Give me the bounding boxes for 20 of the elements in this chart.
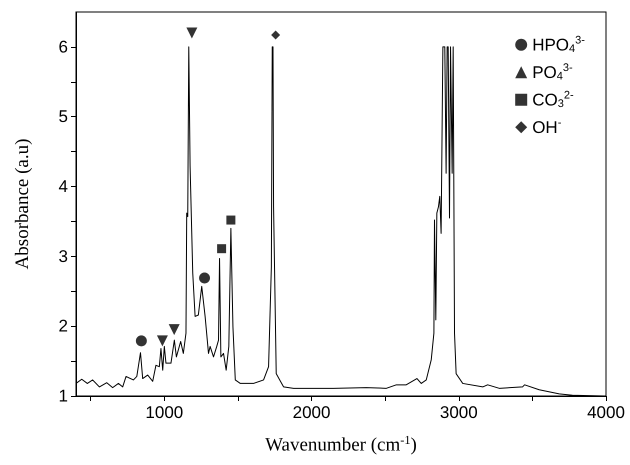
point [136,335,147,346]
point [156,335,168,346]
point [271,30,280,40]
x-tick-label: 1000 [145,403,184,422]
y-axis-title: Absorbance (a.u) [12,138,33,270]
y-tick-label: 6 [58,37,68,56]
legend-label: OH- [532,117,562,137]
y-tick-label: 2 [58,316,68,336]
x-tick-label: 2000 [292,403,330,422]
point [168,324,180,336]
y-tick-label: 3 [58,246,68,266]
point [199,272,210,284]
point [217,244,226,254]
point [226,216,236,225]
y-tick-label: 4 [58,177,68,196]
x-tick-label: 4000 [587,403,625,422]
y-tick-label: 1 [58,386,68,406]
x-tick-label: 3000 [440,403,478,422]
y-tick-label: 5 [58,107,68,126]
point [186,27,198,38]
